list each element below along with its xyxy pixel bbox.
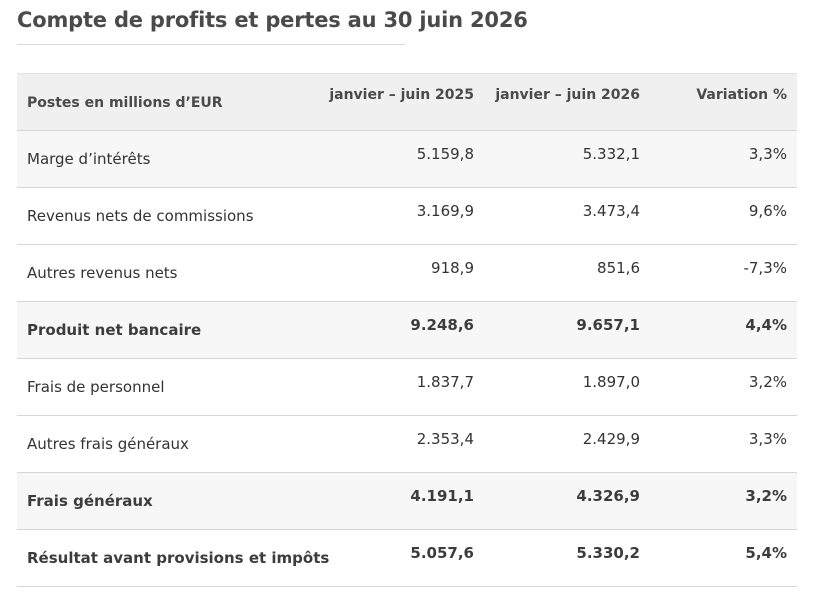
table-row: Marge d’intérêts 5.159,8 5.332,1 3,3% (17, 130, 797, 188)
row-label: Résultat avant provisions et impôts (17, 529, 329, 587)
value-h1-2026: 1.897,0 (484, 358, 650, 416)
row-label: Autres revenus nets (17, 244, 314, 302)
value-h1-2025: 3.169,9 (314, 187, 484, 245)
value-h1-2025: 5.159,8 (314, 130, 484, 188)
value-h1-2025: 5.057,6 (314, 529, 484, 587)
page-title: Compte de profits et pertes au 30 juin 2… (17, 8, 528, 32)
value-variation: 3,2% (650, 472, 797, 530)
table-row-subtotal: Produit net bancaire 9.248,6 9.657,1 4,4… (17, 301, 797, 359)
table-row: Autres revenus nets 918,9 851,6 -7,3% (17, 244, 797, 302)
value-variation: 3,3% (650, 415, 797, 473)
value-h1-2026: 3.473,4 (484, 187, 650, 245)
value-variation: 3,3% (650, 130, 797, 188)
column-header-postes: Postes en millions d’EUR (17, 73, 314, 131)
row-label: Frais généraux (17, 472, 314, 530)
profit-loss-table: Postes en millions d’EUR janvier – juin … (17, 73, 797, 587)
table-row: Autres frais généraux 2.353,4 2.429,9 3,… (17, 415, 797, 473)
row-label: Marge d’intérêts (17, 130, 314, 188)
value-h1-2025: 1.837,7 (314, 358, 484, 416)
value-h1-2025: 2.353,4 (314, 415, 484, 473)
value-variation: 9,6% (650, 187, 797, 245)
table-row: Frais de personnel 1.837,7 1.897,0 3,2% (17, 358, 797, 416)
value-variation: 3,2% (650, 358, 797, 416)
value-h1-2025: 918,9 (314, 244, 484, 302)
value-h1-2026: 2.429,9 (484, 415, 650, 473)
value-variation: 4,4% (650, 301, 797, 359)
value-h1-2026: 9.657,1 (484, 301, 650, 359)
column-header-h1-2026: janvier – juin 2026 (484, 73, 650, 131)
value-h1-2025: 4.191,1 (314, 472, 484, 530)
value-variation: -7,3% (650, 244, 797, 302)
table-row: Revenus nets de commissions 3.169,9 3.47… (17, 187, 797, 245)
row-label: Produit net bancaire (17, 301, 314, 359)
table-row-total: Résultat avant provisions et impôts 5.05… (17, 529, 797, 587)
title-underline (17, 44, 405, 45)
table-body: Marge d’intérêts 5.159,8 5.332,1 3,3% Re… (17, 130, 797, 587)
value-h1-2026: 851,6 (484, 244, 650, 302)
value-h1-2026: 4.326,9 (484, 472, 650, 530)
column-header-h1-2025: janvier – juin 2025 (314, 73, 484, 131)
value-h1-2025: 9.248,6 (314, 301, 484, 359)
row-label: Revenus nets de commissions (17, 187, 314, 245)
row-label: Frais de personnel (17, 358, 314, 416)
value-h1-2026: 5.330,2 (484, 529, 650, 587)
value-h1-2026: 5.332,1 (484, 130, 650, 188)
header-row: Postes en millions d’EUR janvier – juin … (17, 73, 797, 131)
column-header-variation: Variation % (650, 73, 797, 131)
table-header: Postes en millions d’EUR janvier – juin … (17, 73, 797, 131)
table-row-subtotal: Frais généraux 4.191,1 4.326,9 3,2% (17, 472, 797, 530)
row-label: Autres frais généraux (17, 415, 314, 473)
value-variation: 5,4% (650, 529, 797, 587)
